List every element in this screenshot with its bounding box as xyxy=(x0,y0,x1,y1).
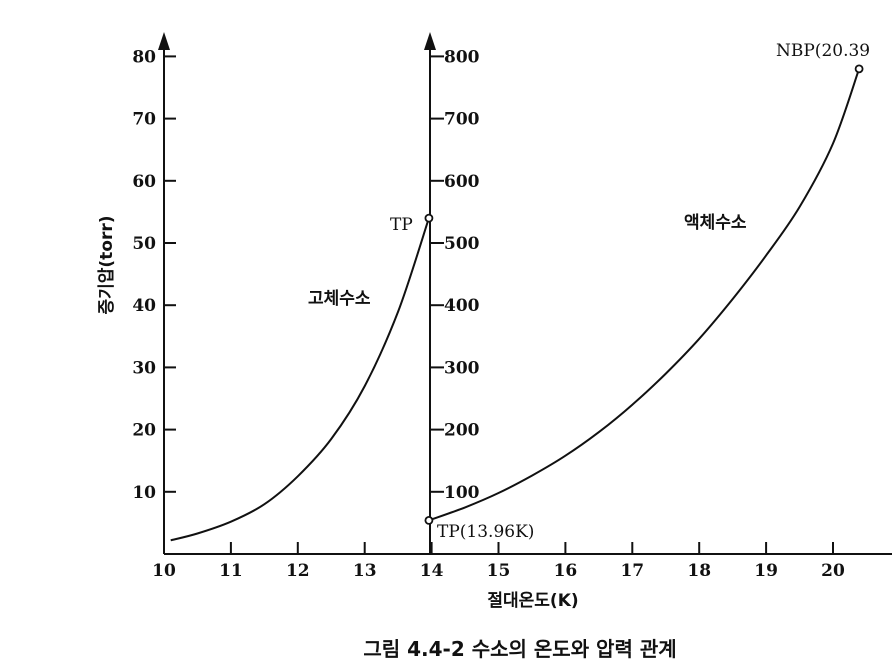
left-y-tick-label: 10 xyxy=(132,483,156,503)
left-y-tick-label: 80 xyxy=(132,47,156,67)
annotations: 고체수소 액체수소 TP TP(13.96K) NBP(20.39 절대온도(K… xyxy=(96,41,870,661)
right-y-tick-label: 700 xyxy=(444,110,480,130)
x-tick-label: 11 xyxy=(219,561,243,581)
tp-upper-label: TP xyxy=(390,215,413,235)
left-axis-arrow xyxy=(158,32,170,50)
left-y-tick-label: 40 xyxy=(132,296,156,316)
solid-hydrogen-label: 고체수소 xyxy=(308,289,371,309)
right-y-tick-label: 100 xyxy=(444,483,480,503)
right-y-tick-label: 400 xyxy=(444,296,480,316)
tp-lower-marker xyxy=(424,516,434,525)
axes xyxy=(158,32,892,555)
right-axis-arrow xyxy=(424,32,436,50)
x-tick-label: 13 xyxy=(353,561,377,581)
x-tick-label: 14 xyxy=(420,561,444,581)
liquid-hydrogen-curve xyxy=(428,68,861,522)
tp-upper-marker xyxy=(424,213,434,223)
left-y-tick-label: 20 xyxy=(132,421,156,441)
left-y-tick-label: 60 xyxy=(132,172,156,192)
x-tick-label: 18 xyxy=(687,561,711,581)
x-tick-label: 16 xyxy=(554,561,578,581)
y-axis-title: 증기압(torr) xyxy=(96,215,117,314)
left-y-tick-label: 30 xyxy=(132,358,156,378)
right-y-tick-label: 300 xyxy=(444,358,480,378)
solid-hydrogen-curve xyxy=(170,217,430,542)
x-tick-label: 12 xyxy=(286,561,310,581)
right-y-tick-label: 600 xyxy=(444,172,480,192)
x-tick-label: 19 xyxy=(754,561,778,581)
figure-caption: 그림 4.4-2 수소의 온도와 압력 관계 xyxy=(363,637,676,661)
x-axis-title: 절대온도(K) xyxy=(487,590,578,611)
x-tick-label: 10 xyxy=(152,561,176,581)
tp-lower-label: TP(13.96K) xyxy=(437,522,534,542)
right-y-tick-label: 200 xyxy=(444,421,480,441)
left-y-tick-label: 50 xyxy=(132,234,156,254)
x-tick-label: 15 xyxy=(487,561,511,581)
x-tick-label: 17 xyxy=(620,561,644,581)
left-y-tick-label: 70 xyxy=(132,110,156,130)
liquid-hydrogen-label: 액체수소 xyxy=(684,213,747,233)
right-y-tick-label: 800 xyxy=(444,47,480,67)
curves xyxy=(170,64,864,542)
ticks: 10 11 12 13 14 15 16 17 18 19 20 10 20 30 40 50 60 70 80 10… xyxy=(132,47,845,581)
nbp-label: NBP(20.39 xyxy=(776,41,870,61)
x-tick-label: 20 xyxy=(821,561,845,581)
right-y-tick-label: 500 xyxy=(444,234,480,254)
nbp-marker xyxy=(854,64,864,74)
